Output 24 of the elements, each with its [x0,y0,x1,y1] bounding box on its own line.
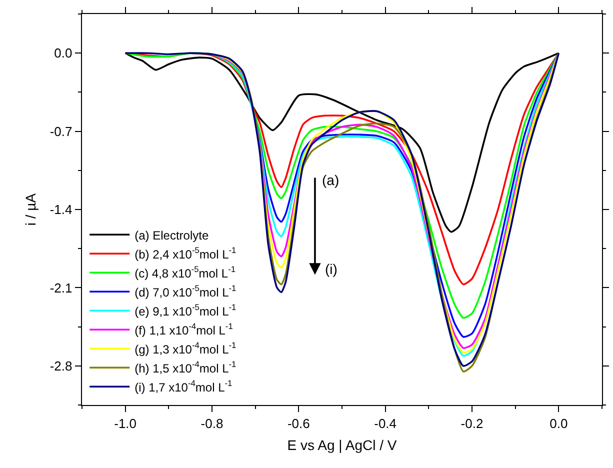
x-tick-label: -0.6 [287,416,310,431]
y-tick-label: -1.4 [50,202,72,218]
legend-label: (i) 1,7 x10$^{-4}$mol L$^{-1}$ [134,378,233,394]
x-tick-label: -1.0 [114,416,137,431]
y-tick-label: -0.7 [50,124,72,139]
y-axis-title: i / µA [22,192,38,226]
legend-label: (c) 4,8 x10$^{-5}$mol L$^{-1}$ [134,264,236,280]
legend-label: (h) 1,5 x10$^{-4}$mol L$^{-1}$ [134,359,237,376]
x-tick-label: -0.8 [200,416,224,431]
y-tick-label: -2.8 [50,358,72,374]
legend-label: (f) 1,1 x10$^{-4}$mol L$^{-1}$ [134,321,234,338]
legend-label: (g) 1,3 x10$^{-4}$mol L$^{-1}$ [134,340,237,356]
legend-label: (e) 9,1 x10$^{-5}$mol L$^{-1}$ [134,302,237,318]
x-axis-title: E vs Ag | AgCl / V [287,437,398,454]
legend-label: (b) 2,4 x10$^{-5}$mol L$^{-1}$ [134,245,237,262]
annotation: (a) [322,172,340,188]
legend-label: (a) Electrolyte [134,228,209,242]
x-tick-label: 0.0 [550,416,568,431]
y-tick-label: 0.0 [54,46,72,61]
annotation: (i) [325,261,338,277]
legend-label: (d) 7,0 x10$^{-5}$mol L$^{-1}$ [134,283,237,300]
x-tick-label: -0.2 [460,416,484,431]
x-tick-label: -0.4 [374,416,397,431]
y-tick-label: -2.1 [50,280,72,296]
